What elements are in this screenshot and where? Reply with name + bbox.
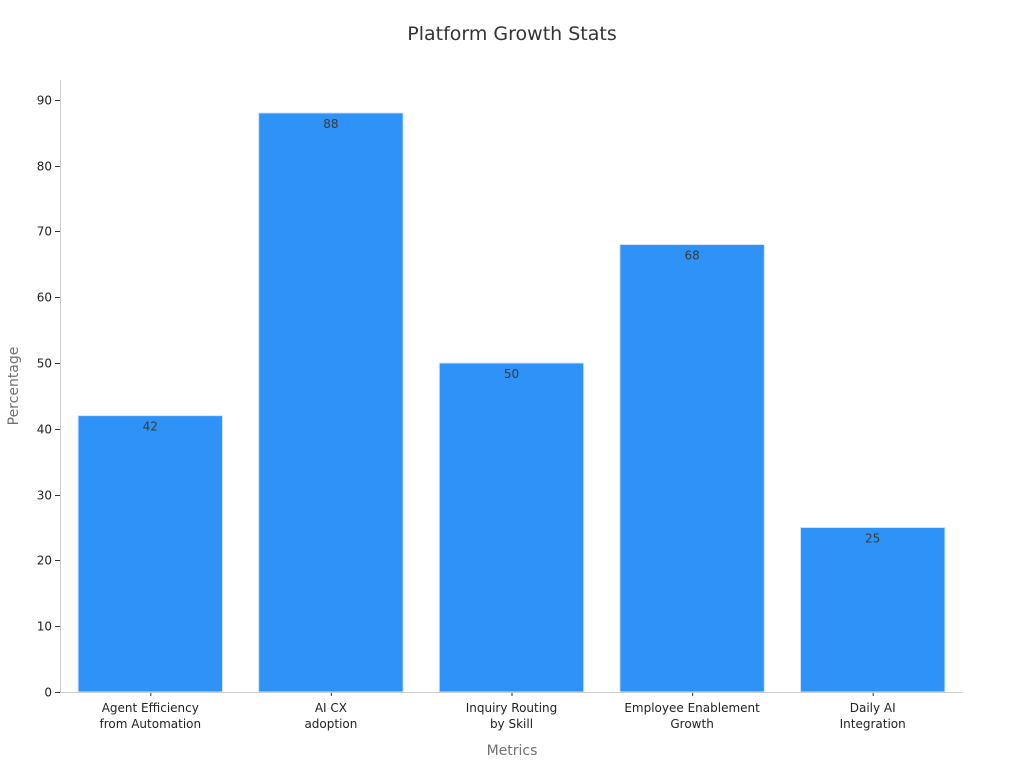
y-axis-label: Percentage [6,347,22,426]
data-label: 42 [143,420,158,434]
y-tick-label: 20 [37,554,52,568]
chart-title: Platform Growth Stats [407,23,616,45]
x-tick-label: from Automation [99,717,201,731]
x-tick-label: Agent Efficiency [102,701,199,715]
y-tick-label: 30 [37,489,52,503]
bar [77,415,224,693]
y-tick-label: 40 [37,423,52,437]
data-label: 25 [865,531,880,545]
x-axis-label: Metrics [487,743,538,759]
y-tick-label: 60 [37,291,52,305]
x-tick-label: Inquiry Routing [466,701,558,715]
x-tick-label: Growth [670,717,713,731]
bar [619,244,765,693]
data-label: 50 [504,367,519,381]
x-tick-label: Employee Enablement [624,701,760,715]
data-label: 68 [684,249,699,263]
bar [258,112,404,693]
y-tick-label: 70 [37,225,52,239]
y-tick-label: 90 [37,94,52,108]
x-tick-label: adoption [304,717,357,731]
x-tick-label: Daily AI [850,701,896,715]
y-tick-label: 50 [37,357,52,371]
bar [438,362,585,693]
x-tick-label: AI CX [315,701,347,715]
bars: 42 88 50 68 25 [77,112,946,693]
y-tick-label: 80 [37,160,52,174]
y-axis-ticks: 0 10 20 30 40 50 60 70 80 90 [37,94,60,700]
data-label: 88 [323,117,338,131]
x-tick-label: Integration [840,717,906,731]
x-tick-label: by Skill [490,717,533,731]
y-tick-label: 0 [44,686,52,700]
category-labels: Agent Efficiency from Automation AI CX adop… [99,692,906,731]
y-tick-label: 10 [37,620,52,634]
bar [799,526,946,693]
